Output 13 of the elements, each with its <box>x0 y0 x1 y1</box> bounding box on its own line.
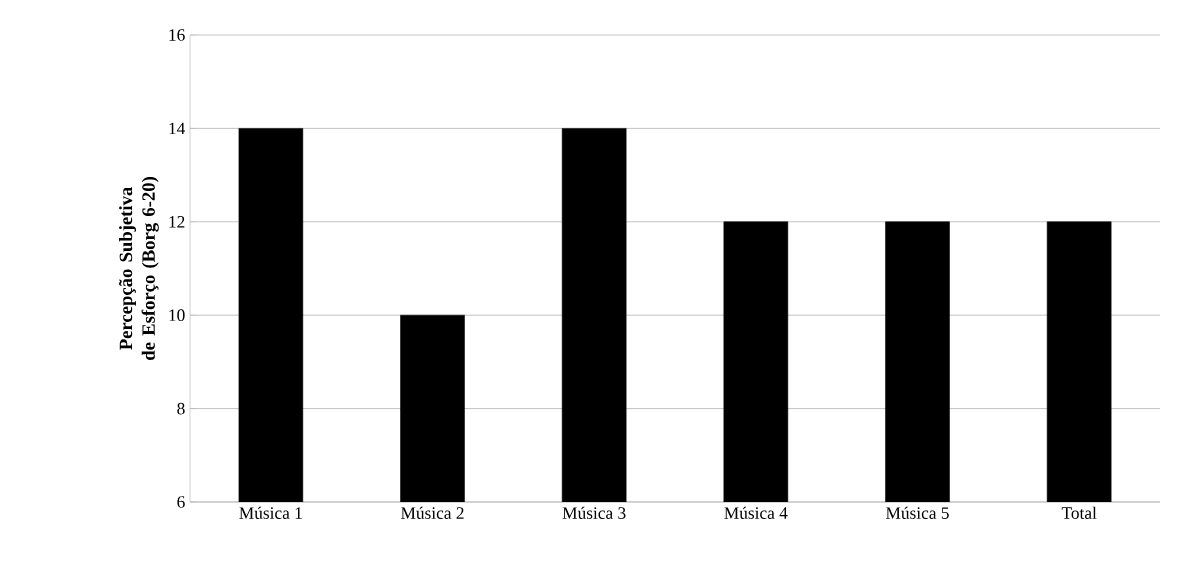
x-tick-label: Música 3 <box>562 506 626 519</box>
x-tick-label: Música 5 <box>885 506 949 519</box>
x-tick-label: Total <box>1061 506 1097 519</box>
x-tick-label: Música 1 <box>239 506 302 519</box>
y-tick-label: 14 <box>169 122 186 135</box>
x-tick-label: Música 4 <box>724 506 788 519</box>
y-tick-label: 6 <box>177 496 185 508</box>
y-tick-label: 8 <box>177 402 185 415</box>
y-tick-label: 12 <box>169 216 185 228</box>
y-tick-label: 16 <box>169 29 185 41</box>
x-tick-label: Música 2 <box>400 506 464 519</box>
y-tick-label: 10 <box>169 309 185 322</box>
y-axis-title: Percepção Subjetiva de Esforço (Borg 6-20) <box>119 177 159 361</box>
